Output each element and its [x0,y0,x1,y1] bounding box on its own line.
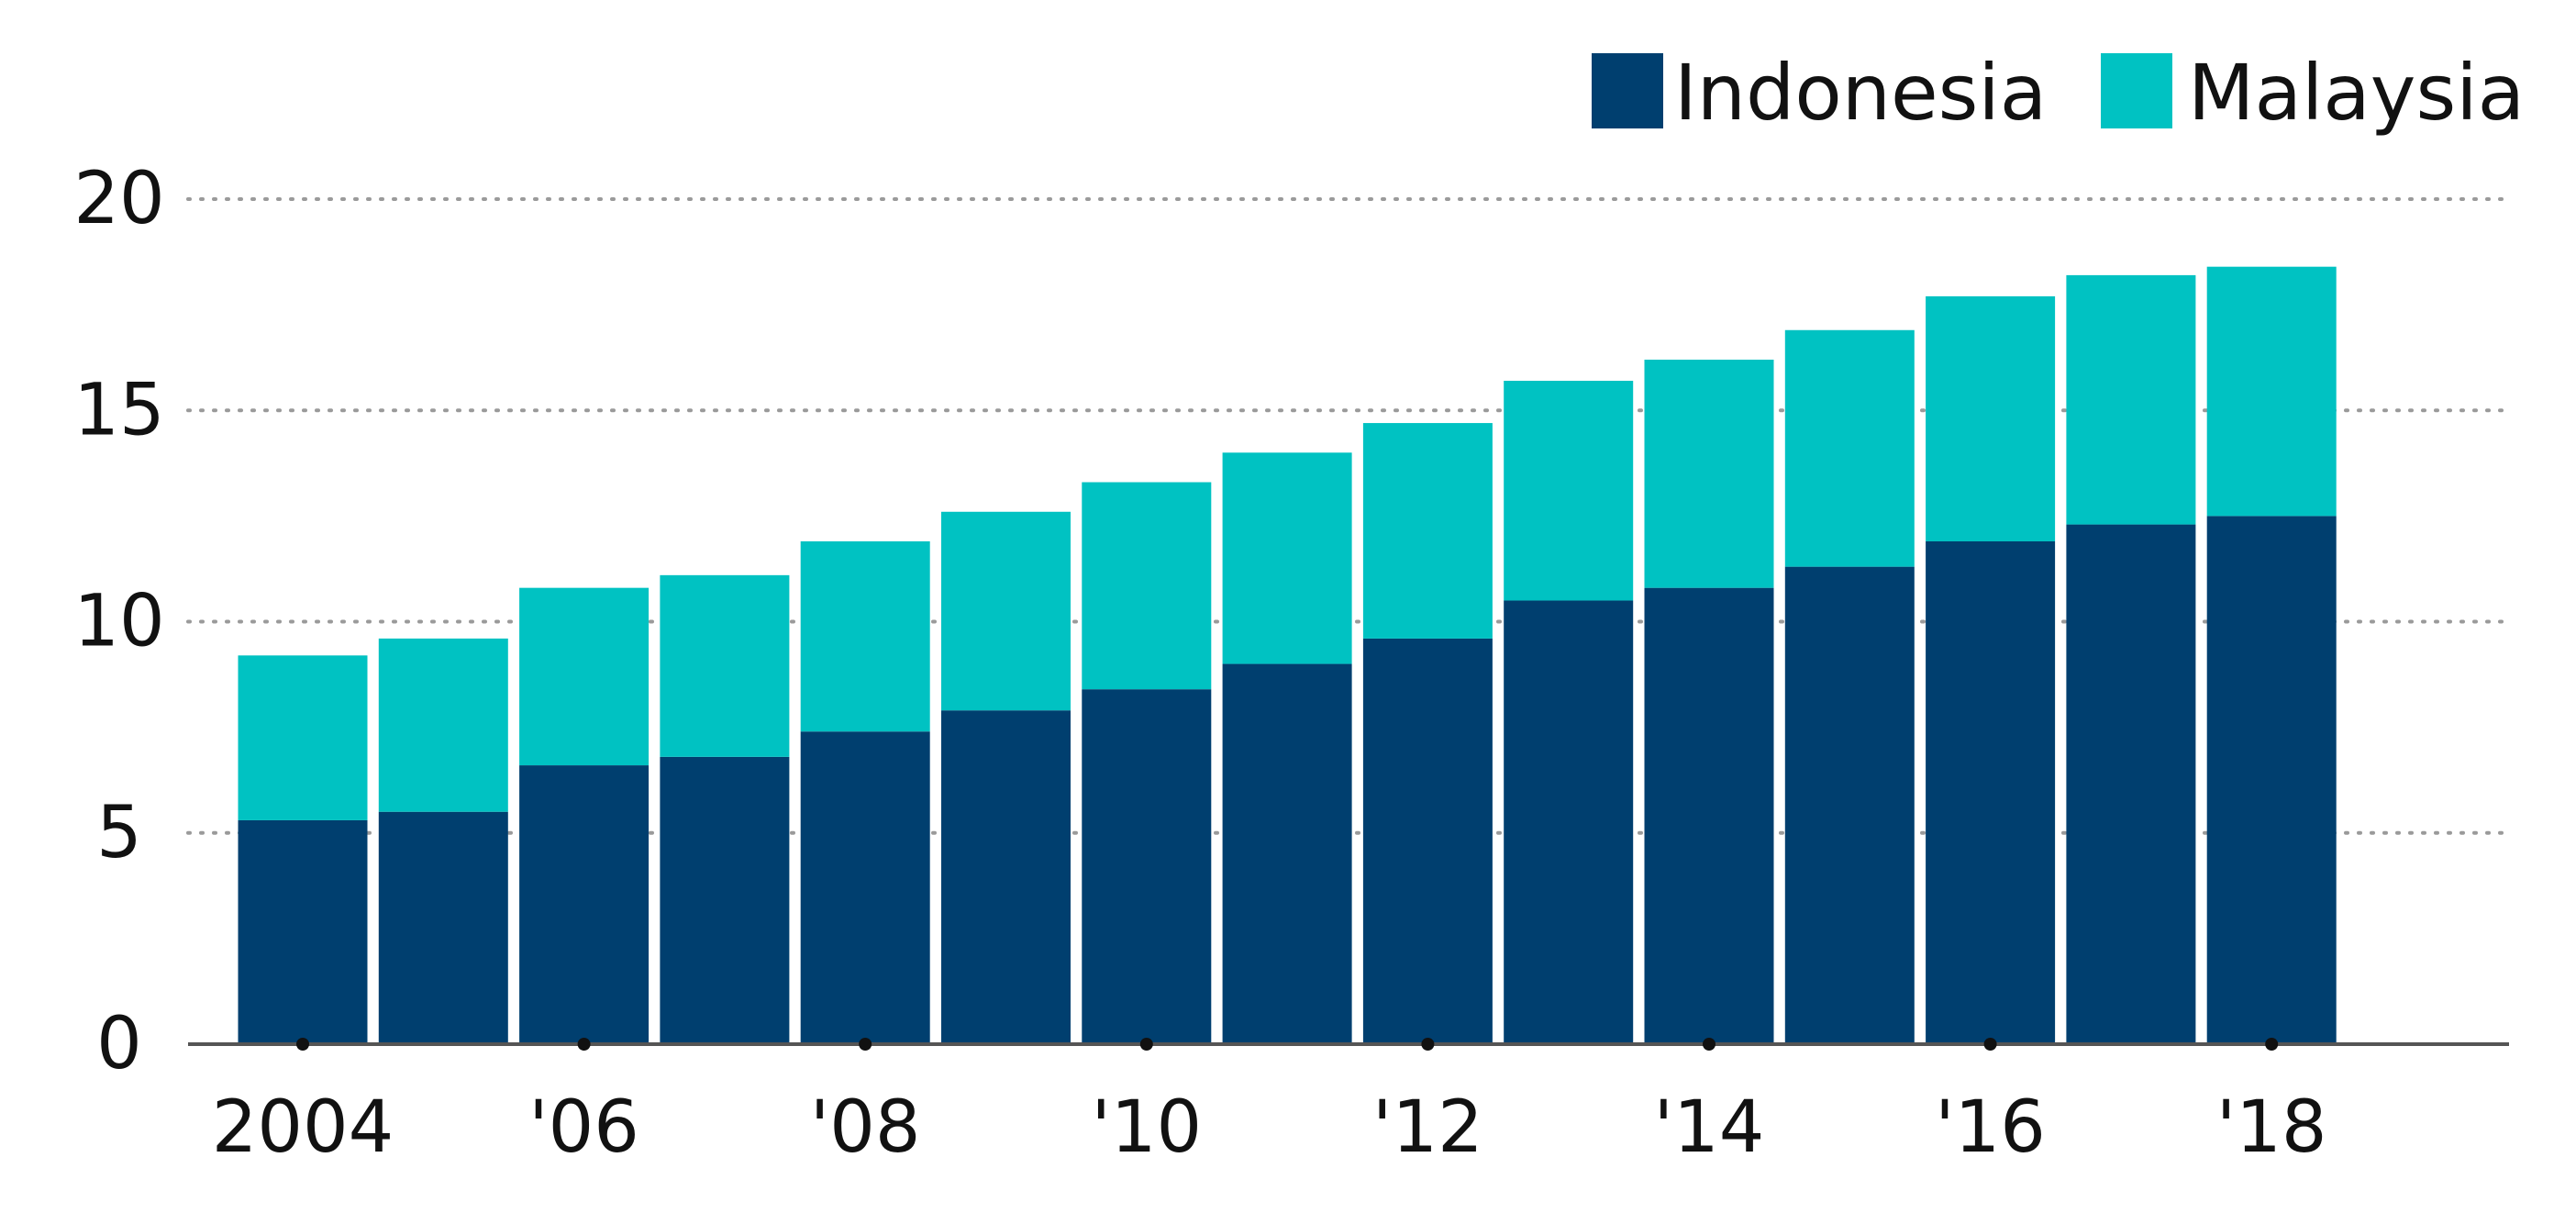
bar-segment-indonesia [378,811,508,1044]
y-tick-label: 0 [96,1003,142,1085]
x-tick-label: '10 [1091,1086,1202,1169]
bar-segment-indonesia [660,756,790,1044]
bar-segment-malaysia [800,541,930,732]
legend-swatch-malaysia [2101,53,2172,128]
y-tick-label: 5 [96,792,142,874]
y-tick-label: 20 [73,158,164,240]
x-tick-label: '18 [2216,1086,2327,1169]
bar-segment-malaysia [1926,295,2056,542]
bar-segment-indonesia [1222,663,1352,1044]
bar-segment-malaysia [378,638,508,812]
x-tick-mark [1139,1038,1153,1051]
x-tick-mark [577,1038,591,1051]
x-tick-mark [296,1038,309,1051]
bar-segment-indonesia [238,819,368,1044]
bar-segment-malaysia [1222,452,1352,664]
bar-segment-indonesia [800,731,930,1044]
bar-segment-indonesia [1926,541,2056,1044]
bar-segment-indonesia [1082,689,1212,1044]
axis-layer: 0 5 10 15 20 2004 '06 '08 '10 '12 '14 '16 '18 [73,158,2509,1169]
x-tick-mark [1421,1038,1435,1051]
x-tick-label: '14 [1654,1086,1765,1169]
x-tick-label: '08 [810,1086,921,1169]
x-tick-label: 2004 [212,1086,394,1169]
bar-segment-malaysia [1504,381,1634,601]
legend-label-malaysia: Malaysia [2188,48,2525,138]
bar-segment-indonesia [2066,524,2196,1044]
bar-segment-malaysia [2206,266,2337,517]
bar-segment-indonesia [1644,587,1774,1044]
legend-label-indonesia: Indonesia [1674,48,2047,138]
x-tick-mark [2265,1038,2279,1051]
bar-segment-malaysia [941,511,1071,711]
bar-segment-malaysia [1362,423,1493,639]
bar-segment-malaysia [1784,329,1915,567]
bar-segment-indonesia [2206,516,2337,1044]
x-tick-label: '16 [1935,1086,2046,1169]
x-tick-label: '06 [528,1086,639,1169]
bar-segment-indonesia [1784,566,1915,1044]
bar-segment-malaysia [2066,274,2196,525]
x-tick-mark [1983,1038,1997,1051]
x-tick-mark [859,1038,872,1051]
bar-segment-indonesia [1362,638,1493,1044]
bar-segment-malaysia [660,574,790,757]
bar-segment-indonesia [519,765,650,1044]
legend-swatch-indonesia [1592,53,1663,128]
bar-segment-indonesia [1504,600,1634,1044]
bar-segment-indonesia [941,710,1071,1044]
y-tick-label: 15 [73,369,164,451]
legend: Indonesia Malaysia [1592,48,2525,138]
bar-segment-malaysia [1644,359,1774,588]
x-tick-mark [1703,1038,1715,1051]
bars-layer [238,266,2337,1044]
bar-segment-malaysia [519,587,650,766]
x-tick-label: '12 [1372,1086,1483,1169]
bar-segment-malaysia [238,655,368,820]
y-tick-label: 10 [73,581,164,663]
bar-segment-malaysia [1082,482,1212,690]
